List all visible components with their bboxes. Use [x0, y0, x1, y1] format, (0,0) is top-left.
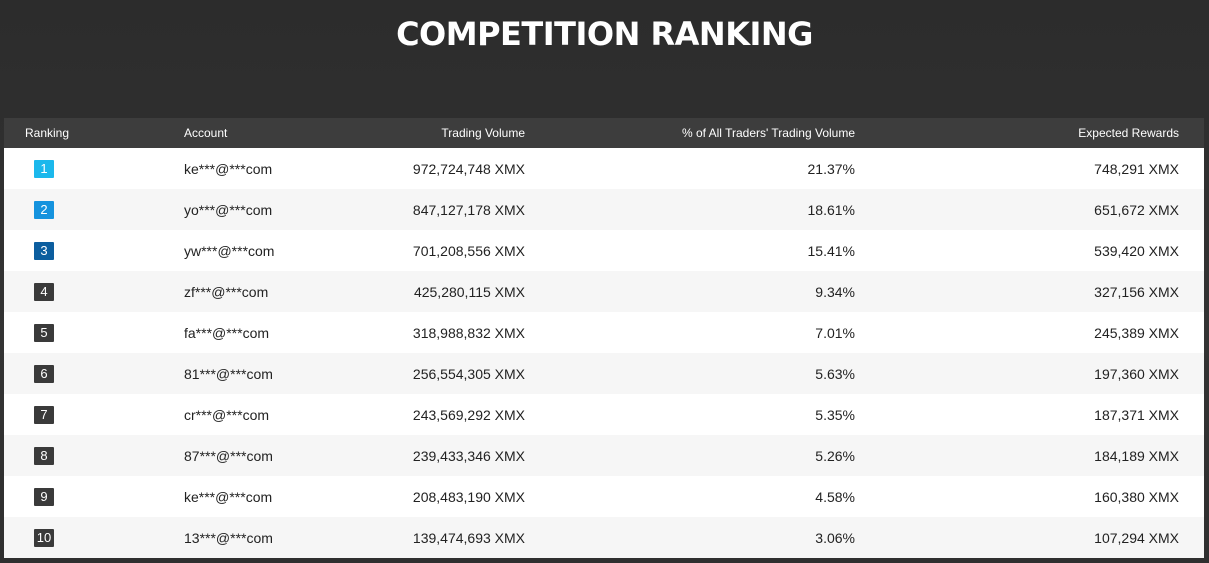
account-cell: cr***@***com — [184, 406, 270, 423]
rank-cell: 4 — [4, 271, 184, 312]
expected-reward-cell: 184,189 XMX — [1094, 447, 1179, 464]
rank-badge: 5 — [34, 323, 54, 342]
rank-badge: 3 — [34, 241, 54, 260]
column-header-ranking: Ranking — [25, 126, 70, 140]
trading-volume-cell: 701,208,556 XMX — [412, 242, 525, 259]
account-cell: 87***@***com — [184, 447, 273, 464]
rank-badge: 1 — [34, 159, 54, 178]
percent-volume-cell: 15.41% — [807, 242, 855, 259]
table-row: 4 zf***@***com 425,280,115 XMX 9.34% 327,156… — [4, 271, 1204, 312]
percent-volume-cell: 5.26% — [815, 447, 855, 464]
percent-volume-cell: 7.01% — [815, 324, 855, 341]
trading-volume-cell: 256,554,305 XMX — [412, 365, 525, 382]
page-title: COMPETITION RANKING — [396, 15, 813, 53]
percent-volume-cell: 5.63% — [815, 365, 855, 382]
table-header-row: Ranking Account Trading Volume % of All … — [4, 118, 1204, 148]
percent-volume-cell: 18.61% — [807, 201, 855, 218]
rank-badge: 2 — [34, 200, 54, 219]
expected-reward-cell: 327,156 XMX — [1094, 283, 1179, 300]
expected-reward-cell: 107,294 XMX — [1094, 529, 1179, 546]
rank-cell: 5 — [4, 312, 184, 353]
rank-badge: 8 — [34, 446, 54, 465]
table-row: 9 ke***@***com 208,483,190 XMX 4.58% 160,380… — [4, 476, 1204, 517]
expected-reward-cell: 748,291 XMX — [1094, 160, 1179, 177]
rank-cell: 8 — [4, 435, 184, 476]
table-row: 6 81***@***com 256,554,305 XMX 5.63% 197,360… — [4, 353, 1204, 394]
ranking-table: Ranking Account Trading Volume % of All … — [4, 118, 1204, 558]
rank-cell: 7 — [4, 394, 184, 435]
trading-volume-cell: 208,483,190 XMX — [412, 488, 525, 505]
expected-reward-cell: 187,371 XMX — [1094, 406, 1179, 423]
trading-volume-cell: 972,724,748 XMX — [412, 160, 525, 177]
percent-volume-cell: 5.35% — [815, 406, 855, 423]
rank-badge: 7 — [34, 405, 54, 424]
rank-cell: 9 — [4, 476, 184, 517]
rank-badge: 4 — [34, 282, 54, 301]
trading-volume-cell: 243,569,292 XMX — [412, 406, 525, 423]
rank-badge: 6 — [34, 364, 54, 383]
column-header-trading-volume: Trading Volume — [441, 126, 525, 140]
percent-volume-cell: 9.34% — [815, 283, 855, 300]
trading-volume-cell: 139,474,693 XMX — [412, 529, 525, 546]
column-header-expected-rewards: Expected Rewards — [1078, 126, 1179, 140]
account-cell: ke***@***com — [184, 488, 273, 505]
account-cell: fa***@***com — [184, 324, 270, 341]
table-row: 7 cr***@***com 243,569,292 XMX 5.35% 187,371… — [4, 394, 1204, 435]
account-cell: ke***@***com — [184, 160, 273, 177]
rank-badge: 9 — [34, 487, 54, 506]
rank-cell: 3 — [4, 230, 184, 271]
rank-badge: 10 — [34, 528, 54, 547]
percent-volume-cell: 4.58% — [815, 488, 855, 505]
percent-volume-cell: 3.06% — [815, 529, 855, 546]
trading-volume-cell: 239,433,346 XMX — [412, 447, 525, 464]
column-header-account: Account — [184, 126, 228, 140]
percent-volume-cell: 21.37% — [807, 160, 855, 177]
account-cell: zf***@***com — [184, 283, 269, 300]
table-row: 10 13***@***com 139,474,693 XMX 3.06% 107,29… — [4, 517, 1204, 558]
rank-cell: 2 — [4, 189, 184, 230]
trading-volume-cell: 318,988,832 XMX — [412, 324, 525, 341]
table-row: 2 yo***@***com 847,127,178 XMX 18.61% 651,67… — [4, 189, 1204, 230]
table-row: 5 fa***@***com 318,988,832 XMX 7.01% 245,389… — [4, 312, 1204, 353]
account-cell: 13***@***com — [184, 529, 273, 546]
table-row: 3 yw***@***com 701,208,556 XMX 15.41% 539,42… — [4, 230, 1204, 271]
expected-reward-cell: 197,360 XMX — [1094, 365, 1179, 382]
rank-cell: 6 — [4, 353, 184, 394]
table-row: 8 87***@***com 239,433,346 XMX 5.26% 184,189… — [4, 435, 1204, 476]
expected-reward-cell: 651,672 XMX — [1094, 201, 1179, 218]
account-cell: 81***@***com — [184, 365, 273, 382]
account-cell: yw***@***com — [184, 242, 275, 259]
expected-reward-cell: 245,389 XMX — [1094, 324, 1179, 341]
table-row: 1 ke***@***com 972,724,748 XMX 21.37% 748,29… — [4, 148, 1204, 189]
column-header-percent-volume: % of All Traders' Trading Volume — [681, 126, 855, 140]
rank-cell: 1 — [4, 148, 184, 189]
expected-reward-cell: 160,380 XMX — [1094, 488, 1179, 505]
table-body: 1 ke***@***com 972,724,748 XMX 21.37% 748,29… — [4, 148, 1204, 558]
trading-volume-cell: 847,127,178 XMX — [412, 201, 525, 218]
account-cell: yo***@***com — [184, 201, 273, 218]
rank-cell: 10 — [4, 517, 184, 558]
expected-reward-cell: 539,420 XMX — [1094, 242, 1179, 259]
trading-volume-cell: 425,280,115 XMX — [413, 283, 525, 300]
